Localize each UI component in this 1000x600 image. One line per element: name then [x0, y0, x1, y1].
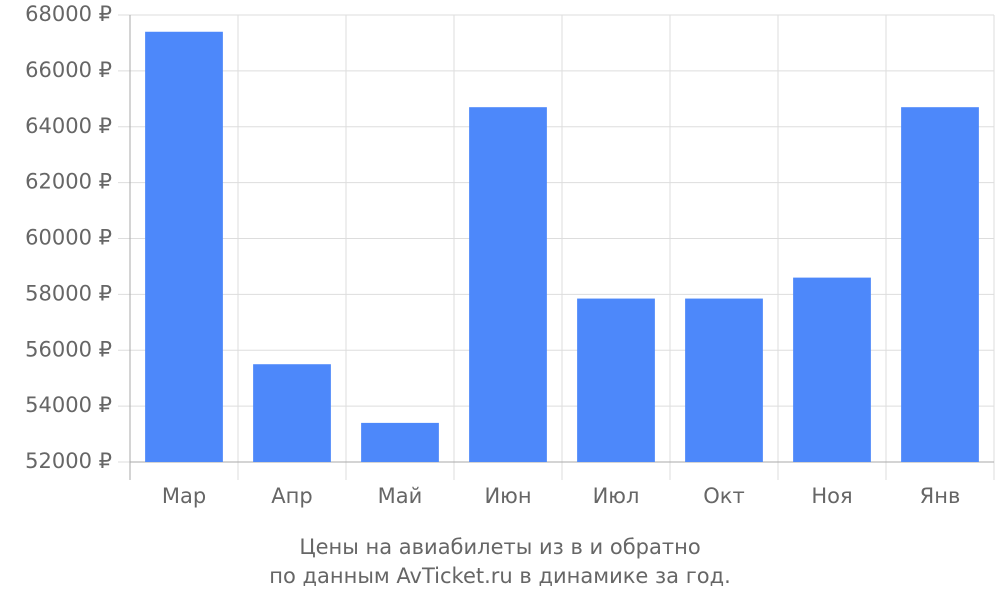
- y-tick-label: 62000 ₽: [25, 170, 112, 194]
- x-tick-label: Июн: [484, 484, 531, 508]
- x-tick-label: Май: [378, 484, 423, 508]
- y-tick-label: 66000 ₽: [25, 58, 112, 82]
- bar: [685, 298, 763, 462]
- x-tick-label: Июл: [593, 484, 640, 508]
- bar: [253, 364, 331, 462]
- bar: [469, 107, 547, 462]
- bar: [361, 422, 439, 462]
- bar: [793, 277, 871, 462]
- y-tick-label: 68000 ₽: [25, 2, 112, 26]
- x-tick-label: Мар: [162, 484, 206, 508]
- y-tick-label: 52000 ₽: [25, 449, 112, 473]
- bar: [901, 107, 979, 462]
- y-tick-label: 60000 ₽: [25, 226, 112, 250]
- x-tick-label: Окт: [703, 484, 744, 508]
- bar: [145, 31, 223, 462]
- y-tick-label: 56000 ₽: [25, 337, 112, 361]
- caption-line: Цены на авиабилеты из в и обратно: [299, 535, 700, 559]
- x-tick-label: Апр: [271, 484, 312, 508]
- caption-line: по данным AvTicket.ru в динамике за год.: [269, 564, 731, 588]
- bar: [577, 298, 655, 462]
- y-tick-label: 64000 ₽: [25, 114, 112, 138]
- x-tick-label: Ноя: [811, 484, 852, 508]
- x-tick-label: Янв: [920, 484, 961, 508]
- y-tick-label: 58000 ₽: [25, 281, 112, 305]
- y-tick-label: 54000 ₽: [25, 393, 112, 417]
